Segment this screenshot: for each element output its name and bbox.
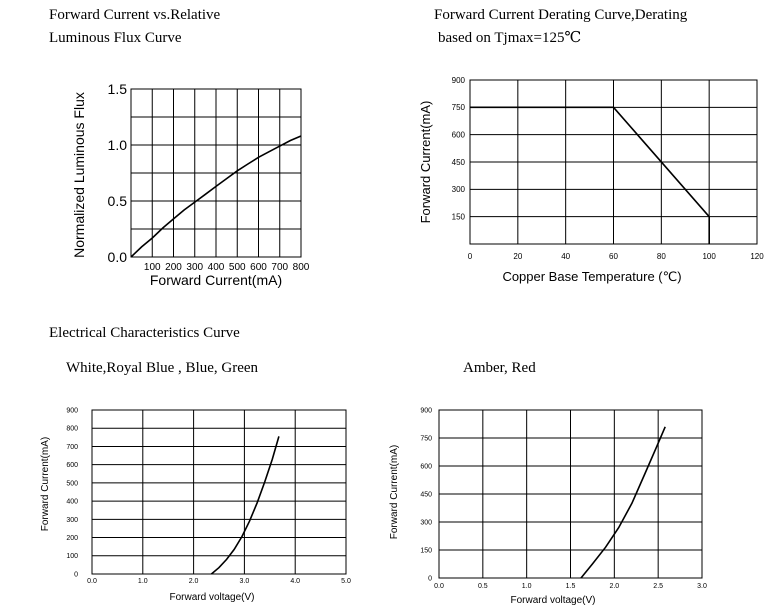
x-axis-label: Forward Current(mA) bbox=[150, 272, 282, 288]
y-tick-label: 450 bbox=[452, 158, 466, 167]
x-tick-label: 0.0 bbox=[87, 578, 97, 585]
chart-luminous-flux: 100 200 300 400 500 600 700 800 0.0 0.5 1.0 1.5 Forw… bbox=[71, 81, 310, 288]
y-tick-label: 700 bbox=[66, 444, 78, 451]
y-tick-label: 0.5 bbox=[108, 193, 128, 209]
x-tick-label: 1.0 bbox=[138, 578, 148, 585]
plot-frame bbox=[469, 79, 758, 245]
series-line bbox=[130, 135, 302, 258]
x-tick-label: 3.0 bbox=[697, 583, 707, 590]
y-tick-label: 900 bbox=[420, 407, 432, 414]
plot-frame bbox=[91, 409, 347, 575]
x-axis-label: Forward voltage(V) bbox=[510, 595, 595, 606]
y-tick-label: 500 bbox=[66, 480, 78, 487]
chart3-title: White,Royal Blue , Blue, Green bbox=[66, 360, 259, 376]
chart-iv-white-blue-green: 0.0 1.0 2.0 3.0 4.0 5.0 0 100 200 300 400 500 600 700… bbox=[40, 407, 351, 603]
y-tick-label: 0 bbox=[428, 575, 432, 582]
x-tick-label: 0.0 bbox=[434, 583, 444, 590]
chart-derating: 0 20 40 60 80 100 120 150 300 450 600 750 900 Copper … bbox=[418, 76, 764, 284]
x-tick-label: 3.0 bbox=[240, 578, 250, 585]
x-tick-label: 100 bbox=[702, 252, 716, 261]
x-tick-label: 80 bbox=[657, 252, 666, 261]
series-line bbox=[470, 106, 711, 244]
y-tick-label: 800 bbox=[66, 426, 78, 433]
x-tick-label: 2.0 bbox=[609, 583, 619, 590]
series-line bbox=[580, 426, 666, 579]
y-axis-label: Normalized Luminous Flux bbox=[71, 92, 87, 258]
x-tick-label: 1.5 bbox=[566, 583, 576, 590]
series-line bbox=[210, 436, 280, 575]
x-tick-label: 5.0 bbox=[341, 578, 351, 585]
chart2-title-line2: based on Tjmax=125℃ bbox=[438, 30, 581, 46]
y-tick-label: 400 bbox=[66, 499, 78, 506]
chart2-title-line1: Forward Current Derating Curve,Derating bbox=[434, 7, 688, 23]
y-tick-label: 900 bbox=[66, 407, 78, 414]
x-tick-label: 500 bbox=[229, 262, 246, 273]
x-tick-label: 600 bbox=[250, 262, 267, 273]
y-tick-label: 150 bbox=[420, 547, 432, 554]
x-axis-label: Copper Base Temperature (℃) bbox=[502, 269, 681, 284]
x-tick-label: 20 bbox=[513, 252, 522, 261]
y-tick-label: 300 bbox=[66, 517, 78, 524]
y-tick-label: 150 bbox=[452, 212, 466, 221]
chart1-title-line2: Luminous Flux Curve bbox=[49, 30, 182, 46]
y-tick-label: 300 bbox=[452, 185, 466, 194]
x-tick-label: 0.5 bbox=[478, 583, 488, 590]
x-tick-label: 40 bbox=[561, 252, 570, 261]
y-tick-label: 600 bbox=[66, 462, 78, 469]
x-tick-label: 200 bbox=[165, 262, 182, 273]
y-tick-label: 100 bbox=[66, 553, 78, 560]
y-axis-label: Forward Current(mA) bbox=[389, 445, 400, 539]
y-tick-label: 750 bbox=[452, 103, 466, 112]
chart-iv-amber-red: 0.0 0.5 1.0 1.5 2.0 2.5 3.0 0 150 300 450 600 750 900… bbox=[389, 407, 707, 606]
x-tick-label: 2.0 bbox=[189, 578, 199, 585]
x-tick-label: 60 bbox=[609, 252, 618, 261]
y-tick-label: 1.0 bbox=[108, 137, 128, 153]
y-tick-label: 0 bbox=[74, 571, 78, 578]
y-axis-label: Forward Current(mA) bbox=[40, 437, 51, 531]
x-tick-label: 2.5 bbox=[653, 583, 663, 590]
y-tick-label: 1.5 bbox=[108, 81, 128, 97]
y-tick-label: 750 bbox=[420, 435, 432, 442]
x-tick-label: 4.0 bbox=[290, 578, 300, 585]
x-tick-label: 800 bbox=[293, 262, 310, 273]
x-tick-label: 100 bbox=[144, 262, 161, 273]
y-tick-label: 600 bbox=[452, 130, 466, 139]
x-tick-label: 400 bbox=[208, 262, 225, 273]
x-tick-label: 120 bbox=[750, 252, 764, 261]
x-tick-label: 0 bbox=[468, 252, 473, 261]
y-tick-label: 200 bbox=[66, 535, 78, 542]
x-axis-label: Forward voltage(V) bbox=[169, 592, 254, 603]
y-tick-label: 0.0 bbox=[108, 249, 128, 265]
plot-frame bbox=[438, 409, 703, 579]
y-tick-label: 300 bbox=[420, 519, 432, 526]
x-tick-label: 300 bbox=[186, 262, 203, 273]
section-title: Electrical Characteristics Curve bbox=[49, 325, 240, 341]
chart1-title-line1: Forward Current vs.Relative bbox=[49, 7, 221, 23]
y-axis-label: Forward Current(mA) bbox=[418, 101, 433, 224]
y-tick-label: 600 bbox=[420, 463, 432, 470]
plot-frame bbox=[130, 88, 302, 258]
y-tick-label: 900 bbox=[452, 76, 466, 85]
chart4-title: Amber, Red bbox=[463, 360, 536, 376]
x-tick-label: 1.0 bbox=[522, 583, 532, 590]
y-tick-label: 450 bbox=[420, 491, 432, 498]
x-tick-label: 700 bbox=[271, 262, 288, 273]
